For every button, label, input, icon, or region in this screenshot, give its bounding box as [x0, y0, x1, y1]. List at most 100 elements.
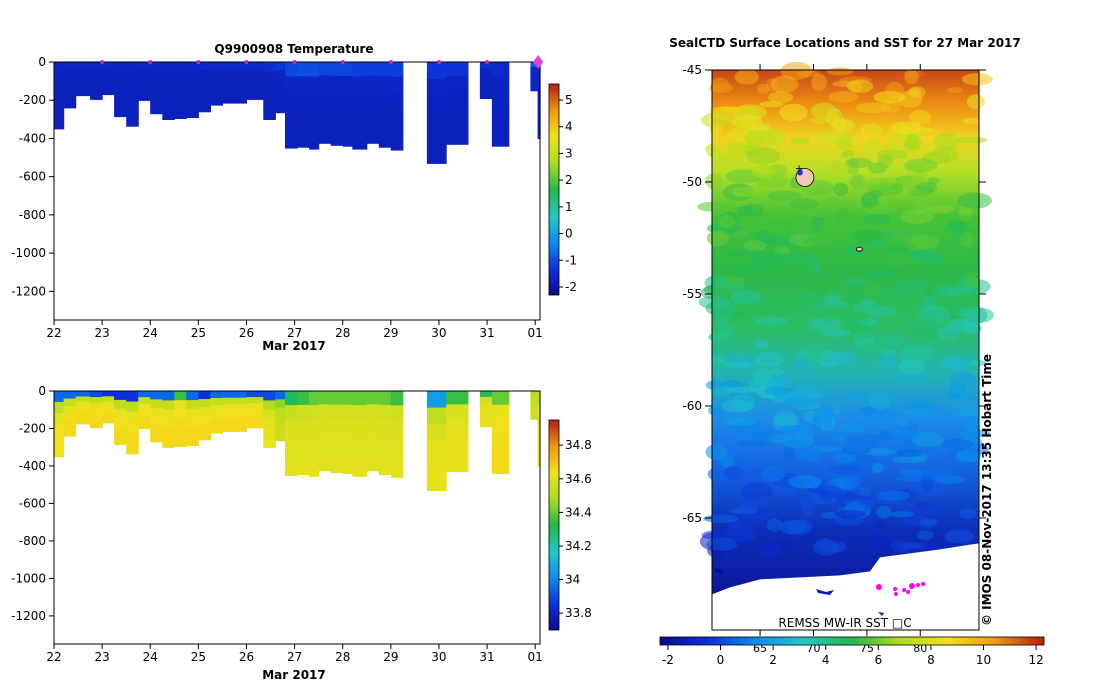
profile-cell [63, 100, 77, 109]
sst-patch [835, 207, 850, 222]
y-tick-label: -1200 [11, 284, 46, 298]
profile-cell [234, 417, 247, 426]
profile-cell [342, 391, 353, 406]
profile-cell [186, 98, 199, 109]
profile-column [75, 62, 91, 97]
coast-feature [878, 612, 884, 616]
profile-column [186, 62, 199, 118]
profile-cell [138, 93, 151, 101]
profile-cell [234, 411, 247, 419]
profile-cell [102, 391, 115, 397]
profile-cell [330, 418, 344, 433]
profile-cell [63, 69, 77, 78]
sst-patch [768, 91, 793, 104]
sst-patch [709, 82, 734, 94]
sst-patch [759, 101, 784, 108]
profile-cell [234, 391, 247, 399]
colorbar-tick-label: 34 [565, 573, 580, 587]
sst-patch [780, 62, 813, 80]
seal-point [855, 246, 863, 252]
profile-cell [275, 424, 286, 433]
y-tick-label: -1000 [11, 571, 46, 585]
profile-cell [114, 399, 127, 410]
y-tick-label: -200 [19, 93, 46, 107]
sst-patch [809, 117, 831, 124]
sst-patch [860, 123, 883, 137]
sst-patch [759, 542, 782, 560]
profile-cell [537, 403, 541, 417]
profile-cell [537, 87, 541, 101]
profile-cell [198, 95, 211, 104]
profile-cell [138, 74, 151, 82]
profile-cell [352, 405, 368, 420]
sst-patch [829, 465, 863, 475]
profile-cell [246, 80, 264, 88]
profile-column [297, 391, 310, 475]
profile-cell [479, 402, 493, 410]
profile-cell [222, 404, 235, 412]
profile-cell [126, 391, 139, 403]
x-tick-label: 26 [239, 650, 254, 664]
colorbar-tick-label: 3 [565, 146, 573, 160]
sst-patch [889, 511, 915, 518]
profile-cell [198, 78, 211, 88]
sst-patch [727, 250, 746, 257]
sst-patch [827, 67, 853, 76]
profile-cell [352, 433, 368, 449]
profile-cell [318, 391, 332, 405]
profile-cell [491, 391, 510, 406]
profile-cell [285, 419, 298, 434]
profile-cell [150, 62, 163, 72]
profile-cell [54, 445, 65, 458]
profile-column [309, 62, 320, 150]
profile-cell [263, 109, 276, 120]
profile-column [63, 62, 77, 109]
profile-cell [126, 104, 139, 116]
profile-cell [285, 76, 298, 92]
profile-cell [297, 104, 310, 120]
profile-cell [330, 131, 344, 146]
sst-patch [890, 540, 912, 553]
profile-cell [297, 90, 310, 106]
profile-cell [114, 417, 127, 428]
profile-cell [330, 117, 344, 132]
profile-cell [198, 62, 211, 71]
sst-patch [703, 514, 739, 523]
sst-patch [708, 405, 724, 416]
profile-cell [210, 405, 223, 413]
sst-patch [770, 367, 785, 376]
y-tick-label: -400 [19, 131, 46, 145]
sst-patch [761, 466, 786, 482]
profile-cell [150, 79, 163, 89]
sst-patch [812, 409, 832, 425]
profile-cell [491, 104, 510, 119]
profile-cell [263, 391, 276, 401]
profile-cell [90, 403, 103, 410]
colorbar-tick-label: 34.4 [565, 505, 592, 519]
profile-cell [378, 446, 392, 462]
profile-cell [63, 391, 77, 400]
profile-cell [234, 75, 247, 84]
sst-patch [727, 282, 745, 295]
profile-column [222, 391, 235, 432]
ice-marker [916, 583, 920, 587]
profile-cell [222, 391, 235, 399]
sst-patch [905, 133, 920, 148]
profile-cell [114, 71, 127, 81]
lat-tick-label: -55 [682, 287, 702, 301]
sst-map-title: SealCTD Surface Locations and SST for 27… [669, 36, 1021, 50]
profile-cell [150, 391, 163, 400]
sst-patch [774, 246, 790, 254]
sst-patch [867, 136, 880, 149]
sst-patch [724, 353, 756, 363]
profile-cell [222, 417, 235, 426]
profile-cell [352, 419, 368, 435]
profile-cell [246, 93, 264, 100]
profile-cell [246, 415, 264, 423]
sst-patch [780, 219, 793, 231]
profile-column [479, 62, 493, 99]
salinity-x-axis: 22 23 24 25 26 27 28 29 30 31 01 [46, 644, 543, 664]
profile-cell [297, 132, 310, 148]
profile-cell [366, 444, 380, 458]
profile-cell [162, 100, 175, 111]
